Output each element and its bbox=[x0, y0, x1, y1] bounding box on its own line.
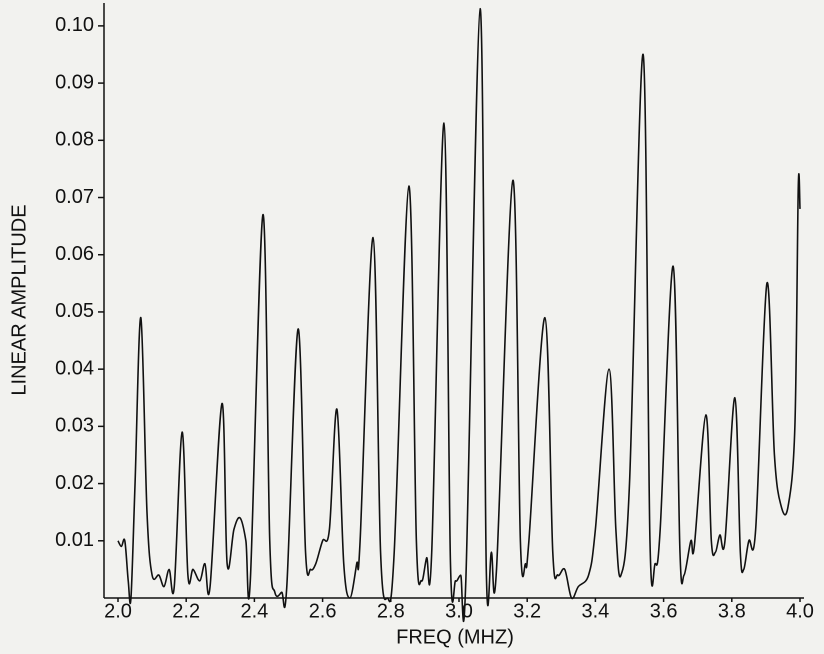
x-tick-label: 2.4 bbox=[240, 600, 268, 622]
y-tick-label: 0.10 bbox=[55, 14, 94, 36]
x-tick-label: 2.0 bbox=[104, 600, 132, 622]
x-tick-label: 2.6 bbox=[309, 600, 337, 622]
y-tick-label: 0.07 bbox=[55, 186, 94, 208]
y-tick-label: 0.06 bbox=[55, 243, 94, 265]
x-axis-label: FREQ (MHZ) bbox=[396, 626, 514, 648]
y-tick-label: 0.03 bbox=[55, 415, 94, 437]
y-tick-label: 0.02 bbox=[55, 472, 94, 494]
x-tick-label: 3.4 bbox=[581, 600, 609, 622]
x-tick-label: 2.8 bbox=[377, 600, 405, 622]
x-tick-label: 3.0 bbox=[445, 600, 473, 622]
y-tick-label: 0.05 bbox=[55, 300, 94, 322]
y-tick-label: 0.01 bbox=[55, 529, 94, 551]
y-tick-label: 0.08 bbox=[55, 129, 94, 151]
y-axis-label: LINEAR AMPLITUDE bbox=[8, 204, 30, 395]
x-tick-label: 3.6 bbox=[650, 600, 678, 622]
x-tick-label: 4.0 bbox=[786, 600, 814, 622]
x-tick-label: 2.2 bbox=[172, 600, 200, 622]
y-tick-label: 0.09 bbox=[55, 71, 94, 93]
x-tick-label: 3.8 bbox=[718, 600, 746, 622]
y-tick-label: 0.04 bbox=[55, 357, 94, 379]
data-line bbox=[117, 7, 801, 623]
x-tick-label: 3.2 bbox=[513, 600, 541, 622]
